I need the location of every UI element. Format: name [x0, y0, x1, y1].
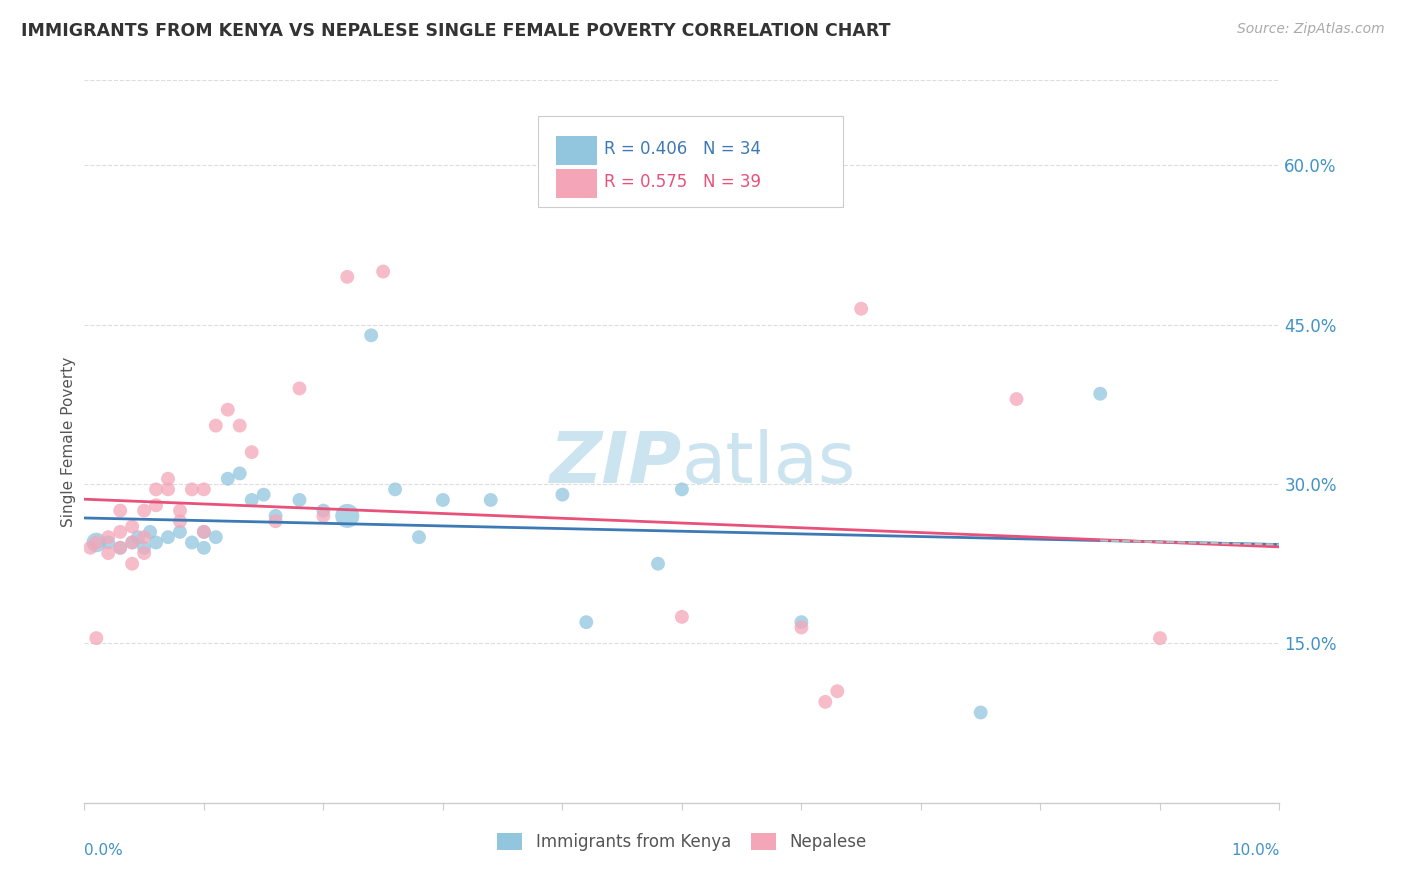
Point: [97, 546, 120, 560]
Point: [169, 503, 191, 517]
Text: 10.0%: 10.0%: [1232, 843, 1279, 857]
Point: [288, 381, 311, 395]
Point: [145, 498, 167, 512]
Point: [384, 483, 406, 497]
Point: [157, 483, 180, 497]
Text: Source: ZipAtlas.com: Source: ZipAtlas.com: [1237, 22, 1385, 37]
Point: [169, 524, 191, 539]
Point: [671, 483, 693, 497]
Point: [312, 508, 335, 523]
Text: IMMIGRANTS FROM KENYA VS NEPALESE SINGLE FEMALE POVERTY CORRELATION CHART: IMMIGRANTS FROM KENYA VS NEPALESE SINGLE…: [21, 22, 890, 40]
Point: [790, 615, 813, 630]
Point: [647, 557, 669, 571]
Point: [145, 535, 167, 549]
Point: [1090, 386, 1112, 401]
Point: [145, 483, 167, 497]
Point: [132, 541, 156, 555]
Point: [121, 519, 143, 533]
Point: [373, 264, 395, 278]
Point: [217, 472, 239, 486]
Point: [127, 530, 149, 544]
Point: [97, 535, 120, 549]
Y-axis label: Single Female Poverty: Single Female Poverty: [60, 357, 76, 526]
Point: [157, 530, 180, 544]
Point: [1005, 392, 1028, 406]
Point: [205, 418, 228, 433]
Point: [575, 615, 598, 630]
Point: [827, 684, 849, 698]
Point: [360, 328, 382, 343]
Point: [132, 503, 156, 517]
Point: [193, 541, 215, 555]
Point: [110, 541, 132, 555]
Point: [193, 524, 215, 539]
Point: [86, 535, 108, 549]
Point: [86, 631, 108, 645]
FancyBboxPatch shape: [538, 117, 844, 207]
Point: [181, 483, 204, 497]
Point: [336, 269, 359, 284]
Point: [551, 488, 574, 502]
Point: [193, 483, 215, 497]
Point: [851, 301, 873, 316]
Point: [121, 535, 143, 549]
Point: [169, 514, 191, 528]
Point: [132, 530, 156, 544]
Point: [229, 418, 252, 433]
FancyBboxPatch shape: [557, 169, 598, 198]
Point: [264, 508, 287, 523]
Point: [240, 493, 263, 508]
Point: [432, 493, 454, 508]
Point: [97, 530, 120, 544]
Legend: Immigrants from Kenya, Nepalese: Immigrants from Kenya, Nepalese: [489, 825, 875, 860]
Text: ZIP: ZIP: [550, 429, 682, 498]
Point: [408, 530, 430, 544]
Point: [288, 493, 311, 508]
FancyBboxPatch shape: [557, 136, 598, 165]
Point: [121, 557, 143, 571]
Point: [336, 508, 359, 523]
Point: [312, 503, 335, 517]
Point: [181, 535, 204, 549]
Text: R = 0.575   N = 39: R = 0.575 N = 39: [605, 173, 761, 192]
Point: [790, 620, 813, 634]
Point: [132, 546, 156, 560]
Point: [229, 467, 252, 481]
Point: [253, 488, 276, 502]
Point: [479, 493, 502, 508]
Point: [240, 445, 263, 459]
Point: [79, 541, 101, 555]
Point: [970, 706, 993, 720]
Text: atlas: atlas: [682, 429, 856, 498]
Point: [86, 535, 108, 549]
Point: [193, 524, 215, 539]
Point: [1149, 631, 1171, 645]
Point: [814, 695, 837, 709]
Point: [110, 503, 132, 517]
Point: [139, 524, 162, 539]
Text: 0.0%: 0.0%: [84, 843, 124, 857]
Point: [671, 610, 693, 624]
Point: [157, 472, 180, 486]
Text: R = 0.406   N = 34: R = 0.406 N = 34: [605, 140, 761, 158]
Point: [121, 535, 143, 549]
Point: [264, 514, 287, 528]
Point: [110, 524, 132, 539]
Point: [217, 402, 239, 417]
Point: [205, 530, 228, 544]
Point: [110, 541, 132, 555]
